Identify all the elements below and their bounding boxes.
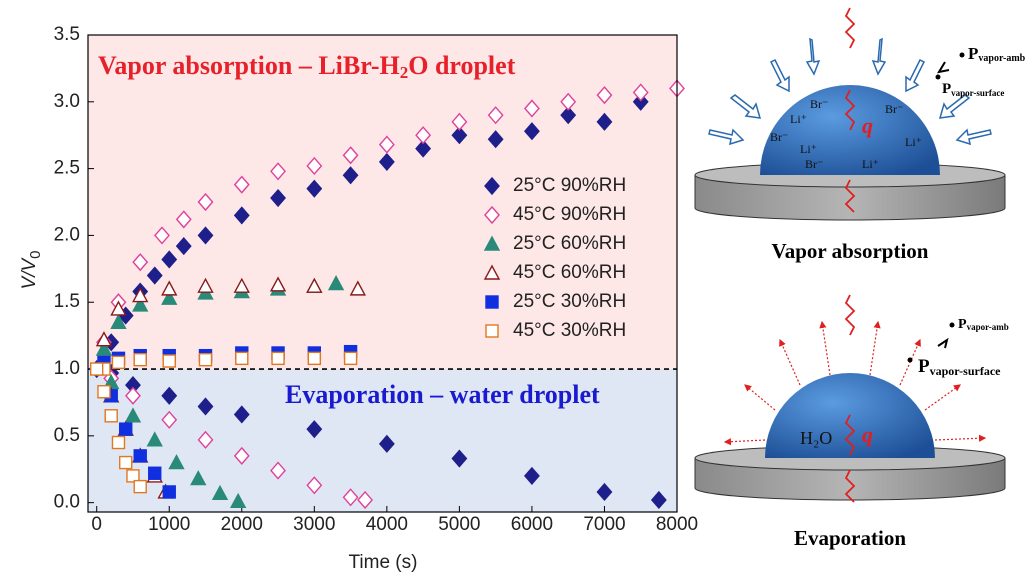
x-tick-label: 1000 xyxy=(148,514,190,535)
y-tick-label: 1.5 xyxy=(54,291,80,312)
absorption-region xyxy=(88,35,677,369)
annotation-part: Evaporation – water droplet xyxy=(285,380,600,409)
legend-label: 45°C 60%RH xyxy=(513,262,626,283)
marker xyxy=(308,352,320,364)
marker xyxy=(345,352,357,364)
p: P xyxy=(942,81,951,97)
marker xyxy=(120,457,132,469)
x-tick-label: 5000 xyxy=(438,514,480,535)
marker xyxy=(112,437,124,449)
y-tick-label: 3.0 xyxy=(54,91,80,112)
y-tick-label: 0.0 xyxy=(54,492,80,513)
legend-label: 45°C 30%RH xyxy=(513,320,626,341)
p-amb: Pvapor-amb xyxy=(958,317,1009,332)
marker xyxy=(105,410,117,422)
point xyxy=(960,53,965,58)
marker xyxy=(134,481,146,493)
x-tick-label: 3000 xyxy=(293,514,335,535)
y-tick-label: 2.5 xyxy=(54,158,80,179)
marker xyxy=(120,423,132,435)
legend-label: 25°C 60%RH xyxy=(513,233,626,254)
marker xyxy=(149,467,161,479)
point xyxy=(936,75,941,80)
marker xyxy=(112,356,124,368)
annotation-part: Vapor absorption – LiBr-H xyxy=(98,51,400,80)
marker xyxy=(91,363,103,375)
evaporation-diagram: H₂O q Pvapor-amb Pvapor-surface Evaporat… xyxy=(695,295,1009,550)
y-tick-label: 3.5 xyxy=(54,24,80,45)
y-axis-label: V/V0 xyxy=(19,251,44,290)
point xyxy=(908,358,913,363)
y-tick-label: 1.0 xyxy=(54,358,80,379)
annotation: Evaporation – water droplet xyxy=(285,380,600,409)
ion: Li⁺ xyxy=(790,112,807,126)
y-tick-label: 0.5 xyxy=(54,425,80,446)
p-surface: Pvapor-surface xyxy=(942,81,1004,98)
heat-label: q xyxy=(862,422,873,447)
marker xyxy=(272,352,284,364)
absorption-diagram: Br⁻ Li⁺ Br⁻ Li⁺ Br⁻ Li⁺ Br⁻ Li⁺ q Pvapor… xyxy=(695,8,1026,263)
x-tick-label: 0 xyxy=(91,514,102,535)
annotation: Vapor absorption – LiBr-H2O droplet xyxy=(98,51,516,82)
x-axis-label: Time (s) xyxy=(349,552,418,573)
marker xyxy=(134,354,146,366)
x-tick-label: 6000 xyxy=(511,514,553,535)
annotation-part: O droplet xyxy=(408,51,515,80)
liquid-label: H₂O xyxy=(800,428,832,448)
p-sub: vapor-amb xyxy=(978,53,1025,64)
marker xyxy=(98,386,110,398)
marker xyxy=(163,486,175,498)
chart: 0 1000 2000 3000 4000 5000 6000 7000 8000 0.0 0.5 1… xyxy=(54,24,699,535)
point xyxy=(950,323,955,328)
ion: Br⁻ xyxy=(810,97,828,111)
legend-marker xyxy=(486,296,498,308)
p: P xyxy=(918,356,930,377)
figure: 0 1000 2000 3000 4000 5000 6000 7000 8000 0.0 0.5 1… xyxy=(0,0,1036,583)
p: P xyxy=(968,44,978,63)
x-tick-label: 7000 xyxy=(583,514,625,535)
annotation-part: 2 xyxy=(400,63,409,82)
heat-label: q xyxy=(862,113,873,138)
arrow xyxy=(939,62,949,72)
marker xyxy=(163,355,175,367)
p-sub: vapor-surface xyxy=(930,364,1002,378)
ion: Br⁻ xyxy=(805,157,823,171)
p-sub: vapor-amb xyxy=(967,322,1009,332)
x-tick-label: 2000 xyxy=(221,514,263,535)
p-surface: Pvapor-surface xyxy=(918,356,1001,377)
p-sub: vapor-surface xyxy=(951,88,1004,98)
arrow xyxy=(938,340,947,348)
ion: Li⁺ xyxy=(905,135,922,149)
diagram-title: Vapor absorption xyxy=(772,239,929,263)
marker xyxy=(134,450,146,462)
marker xyxy=(236,352,248,364)
legend-marker xyxy=(486,325,498,337)
page: {"chart_data": {"type": "scatter", "x_la… xyxy=(0,0,1036,583)
legend-label: 45°C 90%RH xyxy=(513,204,626,225)
x-tick-label: 8000 xyxy=(656,514,698,535)
p-amb: Pvapor-amb xyxy=(968,44,1026,64)
y-tick-label: 2.0 xyxy=(54,224,80,245)
ion: Li⁺ xyxy=(800,142,817,156)
y-label-main: V/V xyxy=(19,257,40,290)
legend-label: 25°C 30%RH xyxy=(513,291,626,312)
x-tick-label: 4000 xyxy=(366,514,408,535)
legend-label: 25°C 90%RH xyxy=(513,175,626,196)
marker xyxy=(200,354,212,366)
ion: Li⁺ xyxy=(862,157,879,171)
y-label-sub: 0 xyxy=(27,251,44,259)
ion: Br⁻ xyxy=(770,130,788,144)
ion: Br⁻ xyxy=(885,102,903,116)
diagram-title: Evaporation xyxy=(794,526,906,550)
